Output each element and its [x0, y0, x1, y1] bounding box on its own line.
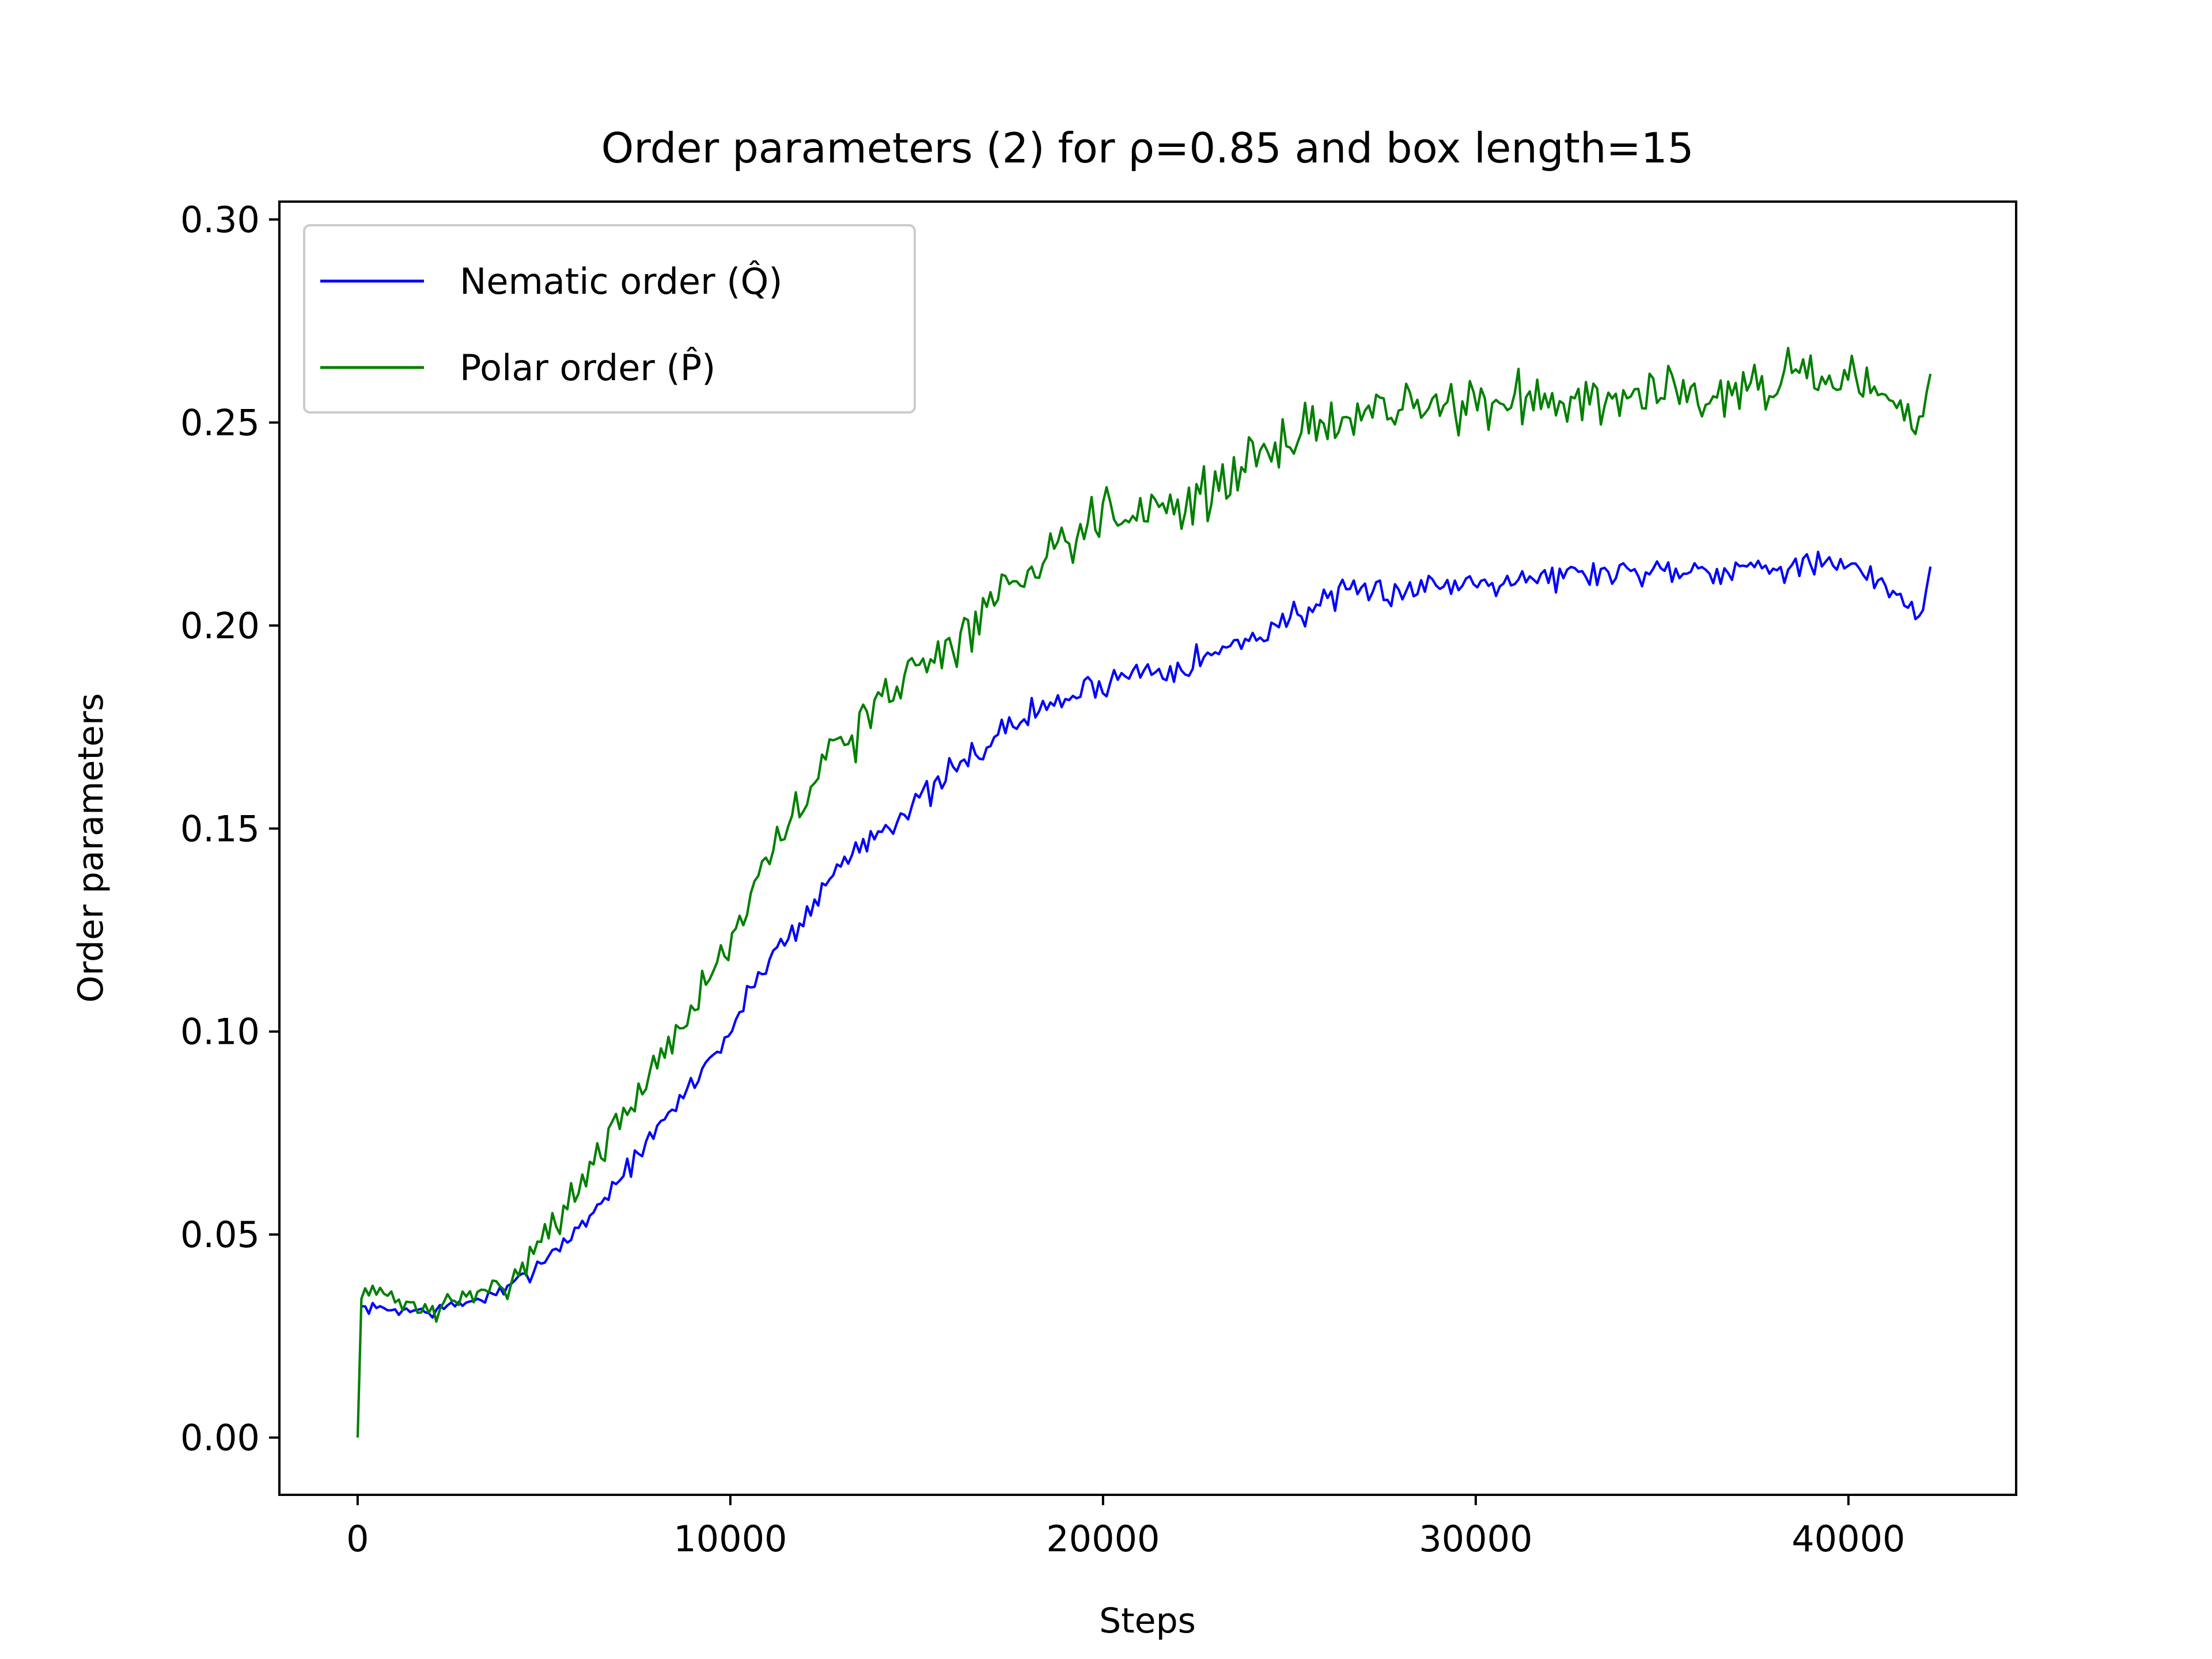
series-lines: [356, 347, 1932, 1438]
legend-box: [303, 224, 916, 414]
x-axis: 0 10000 20000 30000 40000: [346, 1495, 1905, 1560]
x-tick-label: 20000: [1046, 1518, 1160, 1560]
y-tick-label: 0.15: [180, 808, 260, 850]
legend: Nematic order (Q̂) Polar order (P̂): [303, 224, 916, 414]
y-axis: 0.00 0.05 0.10 0.15 0.20 0.25 0.30: [180, 199, 279, 1459]
x-tick-label: 30000: [1419, 1518, 1532, 1560]
y-tick-label: 0.00: [180, 1417, 260, 1459]
series-line-nematic: [360, 550, 1932, 1319]
axes-frame: [278, 200, 2017, 1496]
chart-title: Order parameters (2) for ρ=0.85 and box …: [601, 124, 1694, 172]
y-tick-label: 0.25: [180, 402, 260, 444]
series-line-polar: [356, 347, 1932, 1438]
x-tick-label: 10000: [673, 1518, 787, 1560]
x-tick-label: 40000: [1791, 1518, 1905, 1560]
y-tick-label: 0.10: [180, 1011, 260, 1053]
x-axis-label: Steps: [1099, 1601, 1196, 1641]
y-tick-label: 0.30: [180, 199, 260, 241]
y-tick-label: 0.20: [180, 605, 260, 647]
x-tick-label: 0: [346, 1518, 369, 1560]
legend-label-polar: Polar order (P̂): [460, 347, 715, 389]
y-axis-label: Order parameters: [71, 693, 111, 1003]
legend-label-nematic: Nematic order (Q̂): [460, 260, 782, 302]
y-tick-label: 0.05: [180, 1214, 260, 1256]
